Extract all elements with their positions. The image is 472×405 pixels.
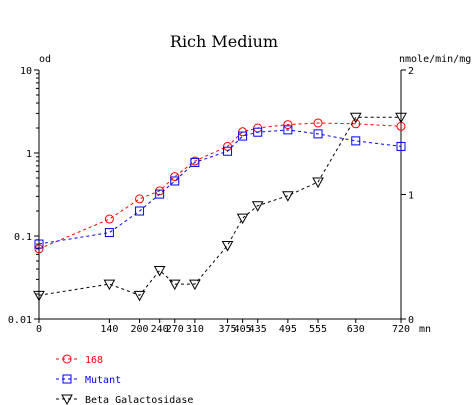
x-tick-label: 240 <box>151 324 169 335</box>
data-point <box>135 194 145 204</box>
chart-title: Rich Medium <box>170 32 278 51</box>
y-left-tick-label: 10 <box>20 66 32 77</box>
data-point <box>312 177 324 189</box>
x-tick-label: 200 <box>131 324 149 335</box>
series-line-2 <box>38 116 401 296</box>
x-tick-label: 270 <box>166 324 184 335</box>
data-point <box>351 136 361 146</box>
data-point <box>251 201 264 212</box>
data-point <box>34 239 44 249</box>
data-point <box>33 290 45 302</box>
data-point <box>155 189 165 199</box>
data-point <box>283 120 293 130</box>
x-tick-label: 720 <box>392 324 410 335</box>
y-right-tick-label: 2 <box>408 66 414 77</box>
legend-label: 168 <box>85 355 103 366</box>
x-tick-label: 310 <box>186 324 204 335</box>
x-tick-label: 375 <box>219 324 237 335</box>
data-point <box>349 112 362 124</box>
x-tick-label: 140 <box>100 324 118 335</box>
data-point <box>170 176 180 186</box>
data-point <box>313 118 323 128</box>
data-point <box>104 214 114 224</box>
legend-label: Mutant <box>85 375 121 386</box>
data-point <box>223 141 233 151</box>
x-tick-label: 555 <box>309 324 327 335</box>
legend-marker <box>61 394 73 405</box>
data-point <box>133 290 146 302</box>
x-tick-label: 405 <box>234 324 252 335</box>
data-point <box>396 141 406 151</box>
data-point <box>168 279 181 291</box>
legend-marker <box>62 354 72 364</box>
y-left-tick-label: 0.1 <box>14 232 32 243</box>
data-point <box>34 244 44 254</box>
data-point <box>103 279 116 291</box>
data-point <box>253 127 263 137</box>
y-right-tick-label: 0 <box>408 315 414 326</box>
data-point <box>135 206 145 216</box>
x-tick-label: 495 <box>279 324 297 335</box>
x-axis-label: mn <box>419 324 431 335</box>
legend-label: Beta Galactosidase <box>85 395 193 405</box>
legend: 168 Mutant Beta Galactosidase <box>56 354 193 405</box>
series-line-1 <box>38 129 402 245</box>
data-point <box>189 279 201 291</box>
x-tick-label: 435 <box>249 324 267 335</box>
y-left-tick-label: 1 <box>26 149 32 160</box>
data-point <box>282 191 294 202</box>
data-point <box>238 131 248 141</box>
series-line-0 <box>38 122 402 250</box>
x-tick-label: 630 <box>347 324 365 335</box>
data-point <box>190 157 200 167</box>
data-point <box>236 213 249 225</box>
legend-marker <box>62 374 72 384</box>
data-point <box>153 265 166 277</box>
data-point <box>283 125 293 135</box>
data-point <box>104 228 114 238</box>
data-point <box>223 146 233 156</box>
x-tick-label: 0 <box>36 324 42 335</box>
y-right-axis-label: nmole/min/mg <box>399 54 471 65</box>
y-left-axis-label: od <box>39 54 51 65</box>
y-left-tick-label: 0.01 <box>8 315 32 326</box>
data-point <box>313 129 323 139</box>
data-point <box>221 241 234 252</box>
data-point <box>395 112 407 124</box>
y-right-tick-label: 1 <box>408 191 414 202</box>
